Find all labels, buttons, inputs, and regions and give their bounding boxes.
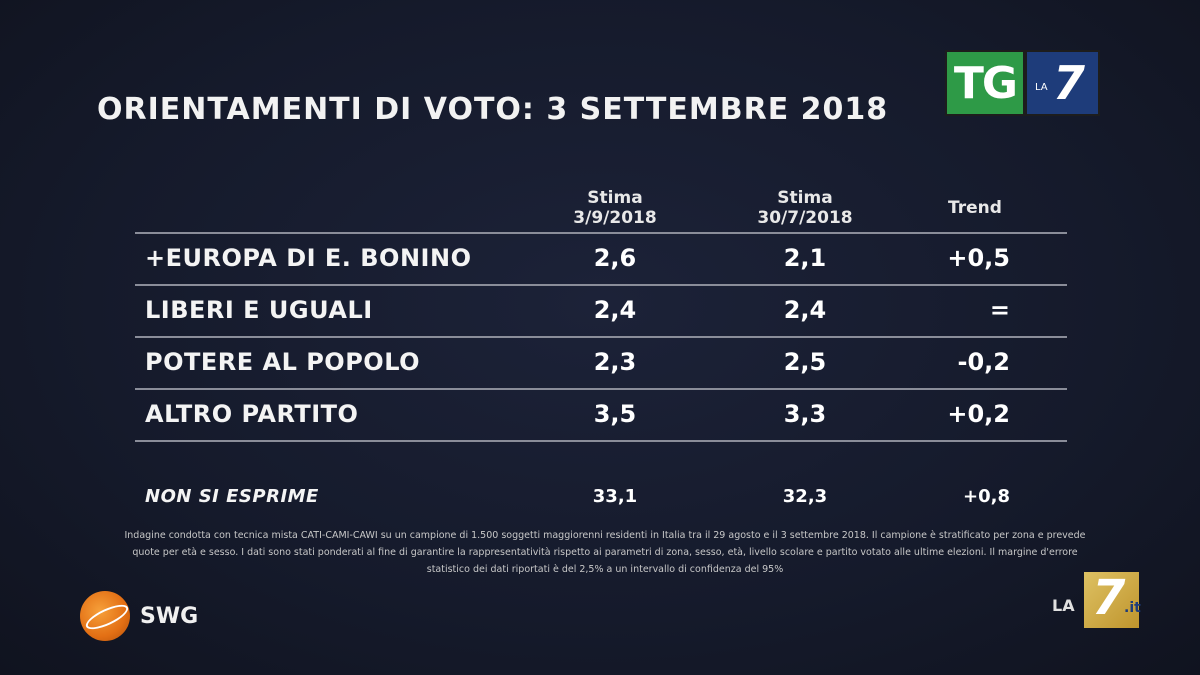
value-current: 33,1 <box>592 486 638 507</box>
la7-gold-box <box>1084 572 1139 628</box>
party-name: LIBERI E UGUALI <box>145 296 373 324</box>
value-current: 2,4 <box>593 296 637 324</box>
table-divider <box>135 284 1067 286</box>
value-trend: = <box>989 296 1010 324</box>
swg-label: SWG <box>140 603 199 629</box>
tg-la7-logo: TG LA 7 <box>945 50 1100 116</box>
table-row: ALTRO PARTITO 3,5 3,3 +0,2 <box>135 392 1067 442</box>
party-name: POTERE AL POPOLO <box>145 348 421 376</box>
methodology-footnote: Indagine condotta con tecnica mista CATI… <box>124 530 1086 575</box>
swg-logo: SWG <box>80 590 198 642</box>
value-previous: 2,1 <box>783 244 827 272</box>
value-trend: +0,2 <box>947 400 1010 428</box>
value-trend: +0,8 <box>963 486 1010 507</box>
seven-text: 7 <box>1053 56 1086 110</box>
page-title: ORIENTAMENTI DI VOTO: 3 SETTEMBRE 2018 <box>97 92 889 127</box>
table-divider <box>135 388 1067 390</box>
table-row-non-si-esprime: NON SI ESPRIME 33,1 32,3 +0,8 <box>135 478 1067 528</box>
value-previous: 3,3 <box>783 400 827 428</box>
header-line: Stima <box>587 188 643 208</box>
la-text: LA <box>1052 596 1075 615</box>
it-text: .it <box>1124 600 1141 616</box>
party-name: ALTRO PARTITO <box>145 400 359 428</box>
table-divider <box>135 336 1067 338</box>
table-row: +EUROPA DI E. BONINO 2,6 2,1 +0,5 <box>135 236 1067 286</box>
header-line: 3/9/2018 <box>573 208 657 228</box>
value-previous: 2,4 <box>783 296 827 324</box>
table-divider <box>135 440 1067 442</box>
la7it-logo: LA 7 .it <box>1052 570 1147 630</box>
la-text: LA <box>1035 82 1048 93</box>
value-previous: 2,5 <box>783 348 827 376</box>
header-stima-previous: Stima 30/7/2018 <box>725 188 885 228</box>
tg-logo-box: TG <box>945 50 1025 116</box>
la7-logo-box: LA 7 <box>1025 50 1100 116</box>
header-trend: Trend <box>948 198 1002 218</box>
party-name: NON SI ESPRIME <box>145 486 319 507</box>
header-line: 30/7/2018 <box>757 208 853 228</box>
value-previous: 32,3 <box>782 486 828 507</box>
value-current: 2,6 <box>593 244 637 272</box>
value-trend: -0,2 <box>957 348 1010 376</box>
header-line: Stima <box>777 188 833 208</box>
party-name: +EUROPA DI E. BONINO <box>145 244 472 272</box>
value-current: 2,3 <box>593 348 637 376</box>
swg-globe-icon <box>80 591 130 641</box>
value-current: 3,5 <box>593 400 637 428</box>
seven-text: 7 <box>1092 570 1126 626</box>
table-row: POTERE AL POPOLO 2,3 2,5 -0,2 <box>135 340 1067 390</box>
value-trend: +0,5 <box>947 244 1010 272</box>
header-stima-current: Stima 3/9/2018 <box>540 188 690 228</box>
table-row: LIBERI E UGUALI 2,4 2,4 = <box>135 288 1067 338</box>
table-divider <box>135 232 1067 234</box>
